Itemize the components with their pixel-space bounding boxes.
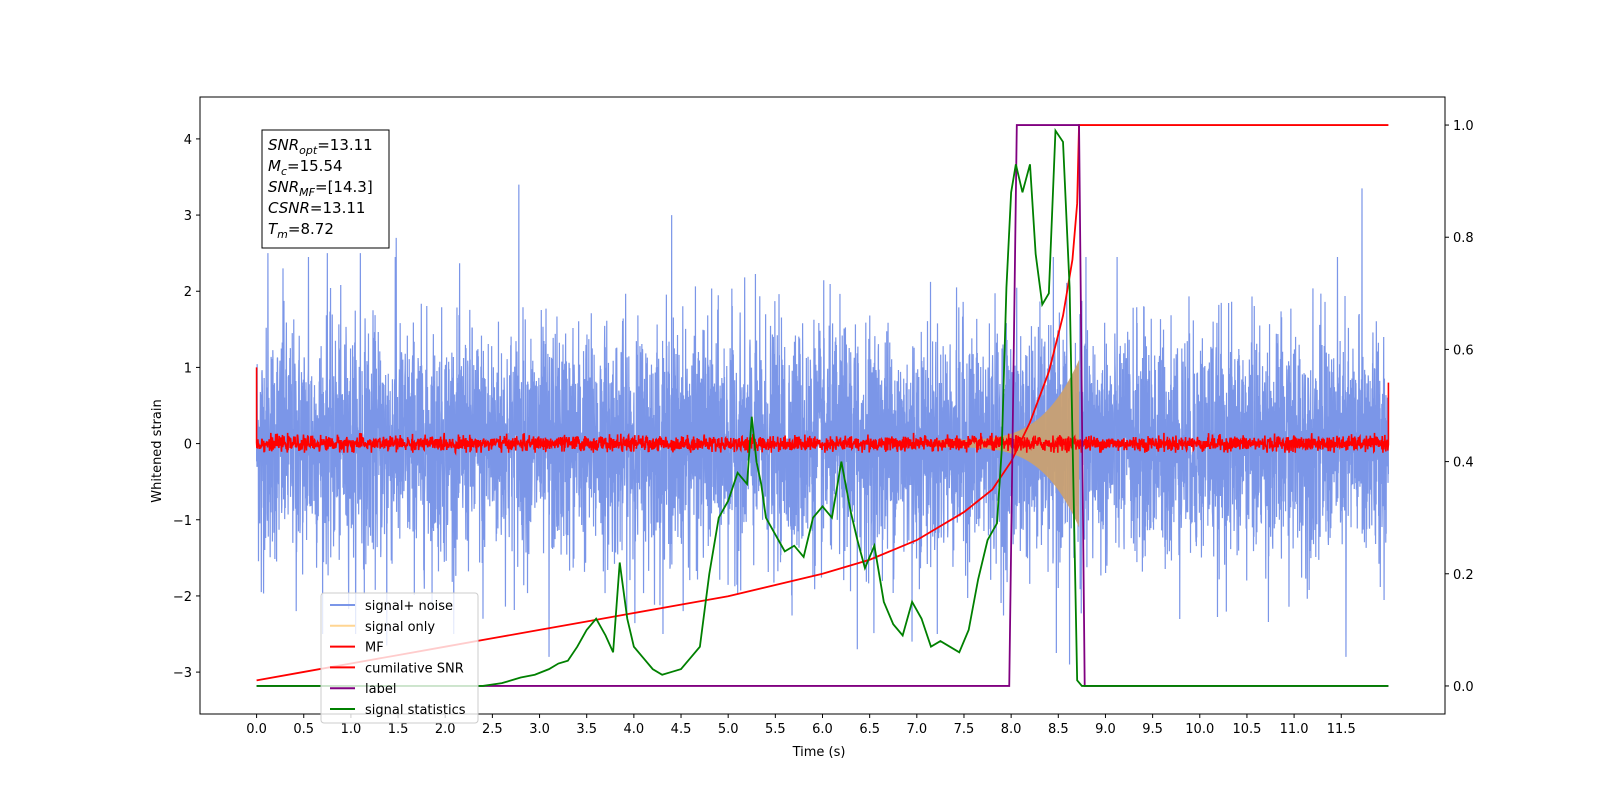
legend-label: MF [365,641,384,656]
annotation-line: Mc=15.54 [268,157,343,178]
legend-label: signal statistics [365,703,466,718]
x-tick-label: 10.5 [1232,722,1261,737]
x-tick-label: 7.0 [906,722,927,737]
x-tick-label: 0.0 [246,722,267,737]
legend-frame [320,592,479,724]
x-tick-label: 8.5 [1048,722,1069,737]
legend-label: label [365,682,396,697]
x-tick-label: 9.0 [1095,722,1116,737]
y2-tick-label: 0.4 [1453,456,1474,471]
legend: signal+ noise signal only MF cumilative SNR… [320,592,479,724]
y-axis-label: Whitened strain [150,399,165,502]
legend-label: signal only [365,620,435,635]
annotation-frame [261,129,390,249]
y2-tick-label: 1.0 [1453,119,1474,134]
annotation-line: Tm=8.72 [268,220,334,241]
x-tick-label: 5.5 [765,722,786,737]
y2-tick-label: 0.2 [1453,568,1474,583]
y2-tick-label: 0.0 [1453,680,1474,695]
x-tick-label: 0.5 [293,722,314,737]
annotation-line: SNRopt=13.11 [268,136,373,157]
x-tick-label: 4.0 [624,722,645,737]
x-tick-label: 2.5 [482,722,503,737]
x-axis-label: Time (s) [792,745,846,760]
x-tick-label: 1.0 [341,722,362,737]
x-tick-label: 3.5 [576,722,597,737]
y-tick-label: 1 [184,361,192,376]
x-tick-label: 9.5 [1142,722,1163,737]
y2-tick-label: 0.8 [1453,231,1474,246]
x-tick-label: 11.5 [1327,722,1356,737]
x-tick-label: 6.0 [812,722,833,737]
x-tick-label: 6.5 [859,722,880,737]
ticks: 0.0 0.5 1.0 1.5 2.0 2.5 3.0 3.5 4.0 4.5 5.0 5.5 6.0 6… [173,119,1474,737]
y-tick-label: 0 [184,438,192,453]
legend-label: signal+ noise [365,599,453,614]
x-tick-label: 8.0 [1001,722,1022,737]
y-tick-label: −2 [173,590,192,605]
y-tick-label: −3 [173,666,192,681]
annotation-box: SNRopt=13.11Mc=15.54SNRMF=[14.3]CSNR=13.… [261,129,390,249]
x-tick-label: 5.0 [718,722,739,737]
x-tick-label: 3.0 [529,722,550,737]
y-tick-label: 4 [184,133,192,148]
x-tick-label: 7.5 [954,722,975,737]
series-signal-statistics [256,127,1389,687]
series-mf [255,367,1390,456]
x-tick-label: 4.5 [671,722,692,737]
annotation-line: SNRMF=[14.3] [268,178,373,199]
y-tick-label: 3 [184,209,192,224]
y-tick-label: −1 [173,514,192,529]
legend-label: cumilative SNR [365,661,464,676]
x-tick-label: 2.0 [435,722,456,737]
x-tick-label: 11.0 [1280,722,1309,737]
x-tick-label: 1.5 [388,722,409,737]
y2-tick-label: 0.6 [1453,343,1474,358]
y-tick-label: 2 [184,285,192,300]
x-tick-label: 10.0 [1185,722,1214,737]
annotation-line: CSNR=13.11 [268,199,365,217]
